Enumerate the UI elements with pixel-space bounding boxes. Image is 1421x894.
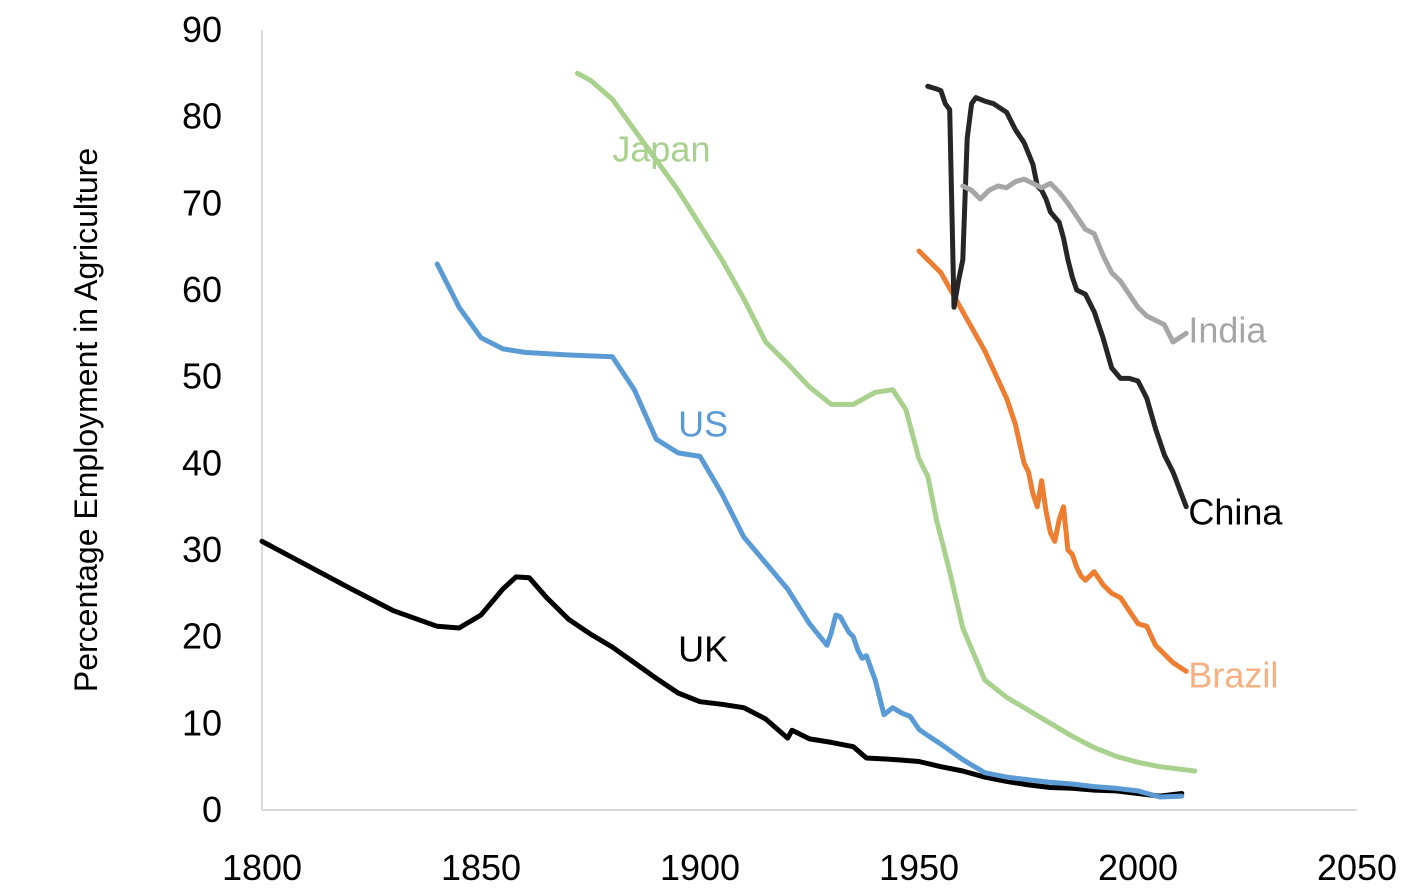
x-tick-label-2050: 2050 bbox=[1317, 847, 1397, 888]
x-tick-labels: 1800 1850 1900 1950 2000 2050 bbox=[222, 847, 1397, 888]
series-line-us bbox=[434, 261, 1185, 800]
y-tick-label-90: 90 bbox=[182, 9, 222, 50]
y-tick-label-10: 10 bbox=[182, 702, 222, 743]
series-line-brazil bbox=[916, 248, 1189, 674]
series-line-china bbox=[925, 83, 1189, 510]
x-tick-label-1950: 1950 bbox=[879, 847, 959, 888]
series-line-uk bbox=[259, 538, 1185, 799]
y-tick-label-0: 0 bbox=[202, 789, 222, 830]
series-label-india: India bbox=[1188, 310, 1267, 351]
y-tick-label-60: 60 bbox=[182, 269, 222, 310]
y-tick-label-20: 20 bbox=[182, 616, 222, 657]
y-axis-title: Percentage Employment in Agriculture bbox=[68, 148, 104, 692]
series-label-uk: UK bbox=[678, 629, 728, 670]
x-tick-label-2000: 2000 bbox=[1098, 847, 1178, 888]
y-tick-label-30: 30 bbox=[182, 529, 222, 570]
y-tick-label-40: 40 bbox=[182, 442, 222, 483]
series-line-india bbox=[960, 176, 1189, 345]
series-label-japan: Japan bbox=[612, 129, 710, 170]
x-tick-label-1850: 1850 bbox=[441, 847, 521, 888]
series-labels: UK US Japan Brazil China India bbox=[612, 129, 1283, 696]
x-tick-label-1900: 1900 bbox=[660, 847, 740, 888]
series-line-japan bbox=[574, 70, 1198, 774]
x-tick-label-1800: 1800 bbox=[222, 847, 302, 888]
y-tick-label-50: 50 bbox=[182, 356, 222, 397]
series-label-china: China bbox=[1188, 492, 1283, 533]
series-label-brazil: Brazil bbox=[1188, 655, 1278, 696]
series-lines bbox=[259, 70, 1198, 800]
y-tick-label-80: 80 bbox=[182, 96, 222, 137]
y-tick-labels: 0 10 20 30 40 50 60 70 80 90 bbox=[182, 9, 222, 830]
y-tick-label-70: 70 bbox=[182, 182, 222, 223]
series-label-us: US bbox=[678, 403, 728, 444]
